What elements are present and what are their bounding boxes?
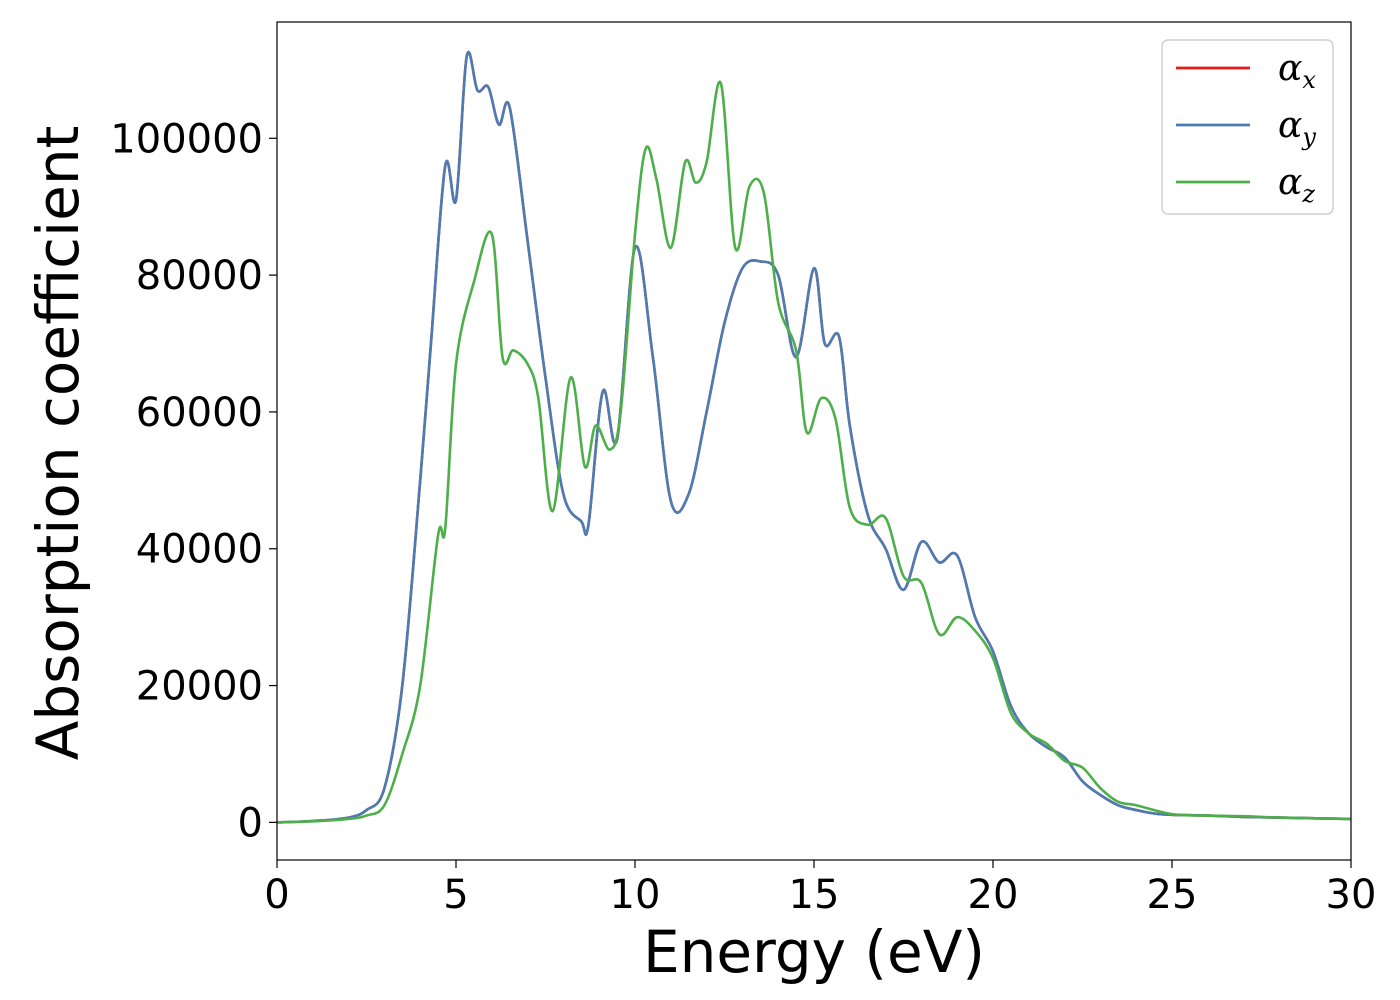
x-tick-label: 30 (1326, 872, 1377, 918)
legend-label-z: αz (1278, 162, 1315, 208)
x-axis: 0 5 10 15 20 25 30 (264, 860, 1376, 918)
x-axis-label: Energy (eV) (643, 918, 985, 986)
series-line-z (277, 80, 1351, 824)
legend-box (1161, 39, 1334, 215)
x-tick-label: 25 (1147, 872, 1198, 918)
x-tick-label: 10 (610, 872, 661, 918)
y-tick-label: 0 (238, 800, 263, 846)
y-tick-label: 20000 (136, 664, 263, 710)
y-tick-label: 80000 (136, 253, 263, 299)
x-tick-label: 0 (264, 872, 289, 918)
legend: αx αy αz (1161, 39, 1334, 215)
legend-label-x: αx (1278, 48, 1316, 94)
y-tick-label: 40000 (136, 527, 263, 573)
series-layer (277, 51, 1351, 824)
x-tick-label: 5 (443, 872, 468, 918)
y-tick-label: 60000 (136, 390, 263, 436)
legend-label-y: αy (1278, 105, 1316, 151)
y-axis-label: Absorption coefficient (24, 126, 92, 761)
y-tick-label: 100000 (110, 116, 263, 162)
series-line-y (277, 51, 1351, 824)
x-tick-label: 15 (789, 872, 840, 918)
x-tick-label: 20 (968, 872, 1019, 918)
y-axis: 0 20000 40000 60000 80000 100000 (110, 116, 277, 846)
